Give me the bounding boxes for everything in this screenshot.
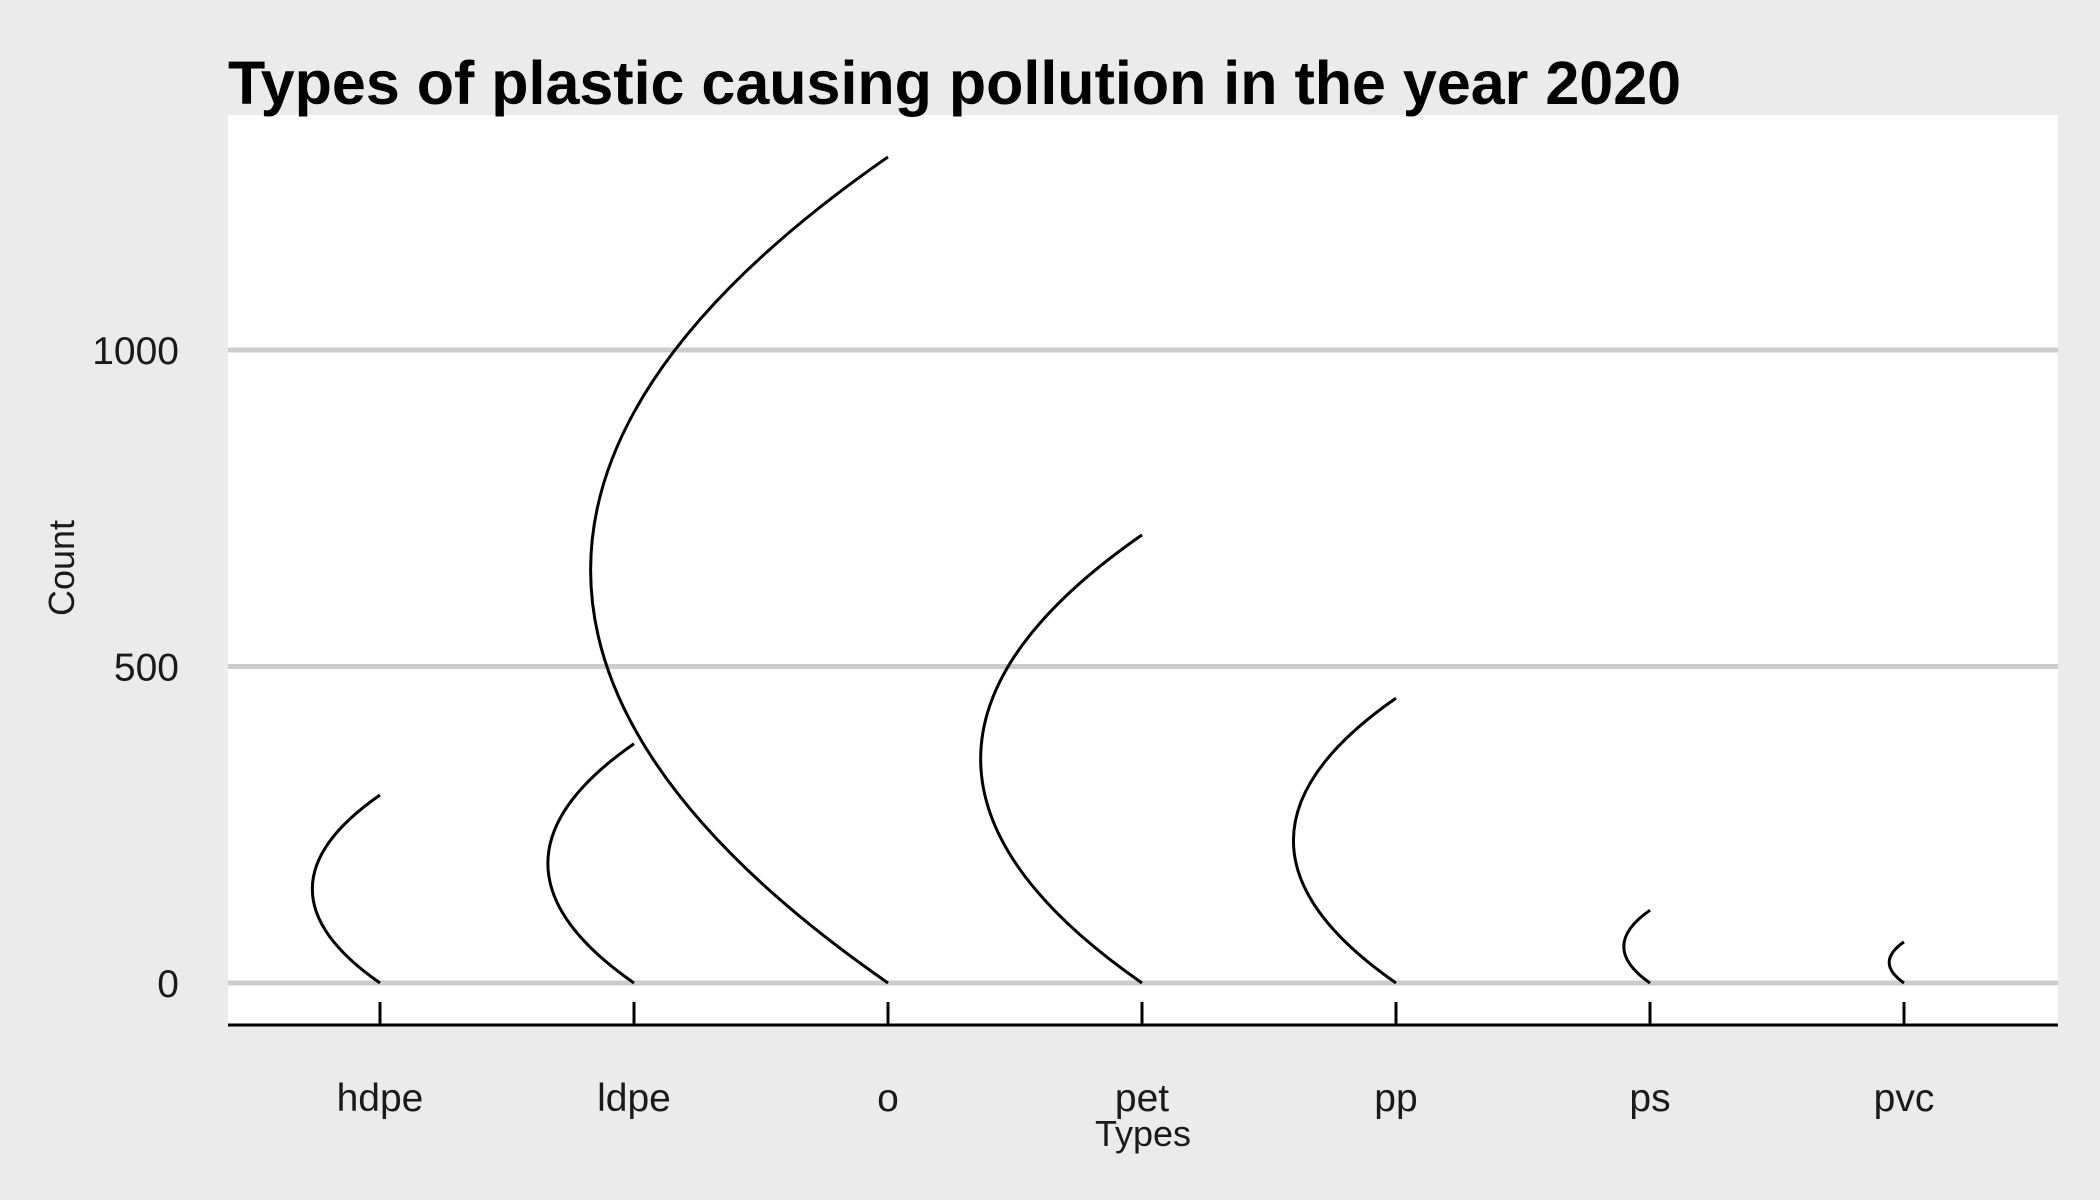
x-axis-ticks: hdpe ldpe o pet pp ps pvc	[337, 1002, 1935, 1120]
x-tick-label: o	[877, 1077, 899, 1120]
data-mark-o	[589, 155, 889, 985]
data-mark-pp	[1292, 696, 1397, 985]
x-tick-label: pet	[1115, 1077, 1169, 1120]
data-mark-hdpe	[311, 793, 381, 985]
y-tick-label: 0	[157, 963, 179, 1006]
x-tick-label: pvc	[1874, 1077, 1935, 1120]
data-mark-ldpe	[546, 742, 635, 985]
chart-marks	[311, 155, 1905, 985]
data-mark-ps	[1622, 908, 1651, 985]
x-tick-label: ps	[1629, 1077, 1670, 1120]
data-mark-pvc	[1887, 940, 1905, 985]
x-tick-label: hdpe	[337, 1077, 424, 1120]
y-axis-title: Count	[41, 520, 82, 616]
plot-panel	[228, 115, 2058, 1025]
x-axis-title: Types	[1095, 1113, 1191, 1154]
x-tick-label: ldpe	[597, 1077, 671, 1120]
y-tick-label: 1000	[92, 330, 179, 373]
x-tick-label: pp	[1374, 1077, 1417, 1120]
grid-lines	[228, 347, 2058, 986]
y-axis-ticks: 0 500 1000	[92, 330, 179, 1006]
chart-title: Types of plastic causing pollution in th…	[228, 49, 1681, 117]
data-mark-pet	[979, 533, 1143, 985]
y-tick-label: 500	[114, 647, 179, 690]
